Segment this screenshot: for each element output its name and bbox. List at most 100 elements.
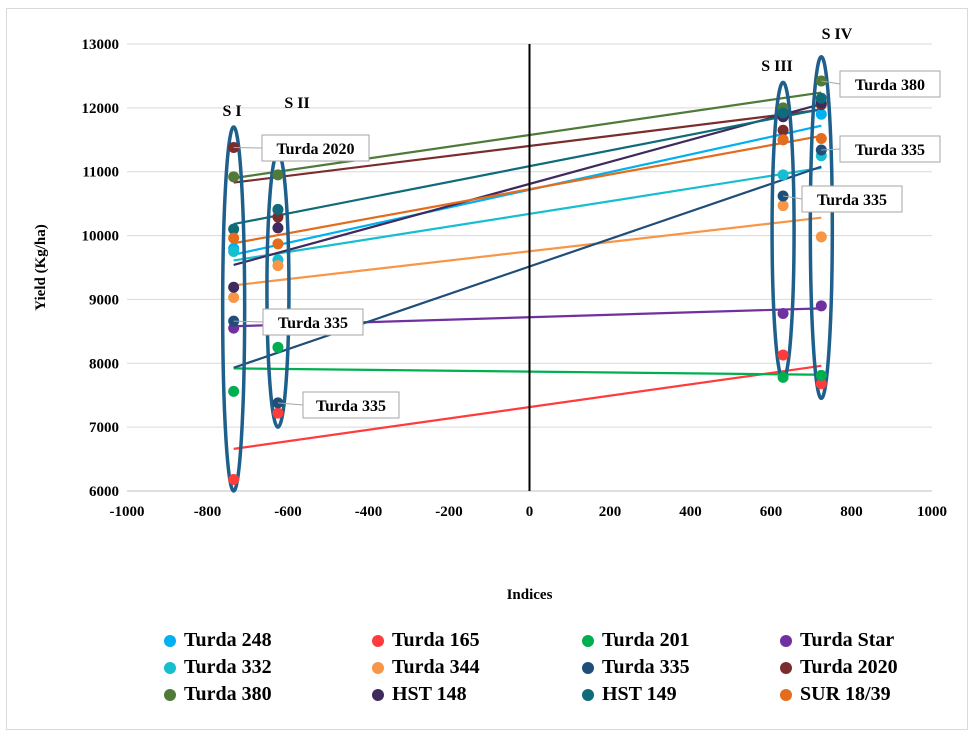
- y-tick-label: 13000: [82, 37, 120, 53]
- legend-marker: [780, 688, 792, 701]
- x-tick-labels: -1000 -800 -600 -400 -200 0 200 400 600 800 1000: [110, 504, 948, 520]
- data-point: [777, 349, 789, 361]
- data-point: [228, 292, 240, 304]
- legend-label: Turda Star: [800, 629, 895, 651]
- legend-marker: [372, 661, 384, 674]
- y-tick-label: 10000: [82, 229, 120, 245]
- data-point: [272, 238, 284, 250]
- data-points: [228, 75, 827, 486]
- x-tick-label: 0: [526, 504, 534, 520]
- data-point: [777, 200, 789, 212]
- callout-box: [839, 70, 941, 98]
- legend-item: Turda 248: [164, 629, 372, 652]
- legend-label: HST 149: [602, 683, 677, 705]
- callout-leader: [277, 402, 304, 406]
- y-tick-label: 11000: [82, 165, 119, 181]
- legend-item: Turda 165: [372, 629, 582, 652]
- y-tick-label: 12000: [82, 101, 120, 117]
- legend-row: Turda 248 Turda 165 Turda 201 Turda Star: [164, 627, 954, 654]
- callout-box: [302, 391, 400, 419]
- data-point: [228, 171, 240, 183]
- y-tick-labels: 6000 7000 8000 9000 10000 11000 12000 13000: [82, 37, 120, 500]
- data-point: [815, 133, 827, 145]
- x-tick-label: 200: [599, 504, 622, 520]
- legend-row: Turda 380 HST 148 HST 149 SUR 18/39: [164, 681, 954, 708]
- x-tick-label: 800: [840, 504, 863, 520]
- legend-item: Turda 380: [164, 683, 372, 706]
- legend-marker: [164, 634, 176, 647]
- data-point: [777, 107, 789, 119]
- x-tick-label: 400: [679, 504, 702, 520]
- callout-box: [839, 135, 941, 163]
- callout-label: Turda 335: [278, 315, 348, 332]
- data-point: [777, 169, 789, 181]
- trend-line: [233, 108, 822, 184]
- trend-lines: [233, 91, 822, 450]
- legend-item: Turda 335: [582, 656, 780, 679]
- environment-ellipse: [808, 55, 835, 401]
- legend-label: Turda 344: [392, 656, 480, 678]
- legend-label: Turda 248: [184, 629, 272, 651]
- x-tick-label: -200: [435, 504, 463, 520]
- callout-label: Turda 335: [855, 142, 925, 159]
- data-point: [815, 378, 827, 390]
- legend-marker: [372, 634, 384, 647]
- data-point: [777, 134, 789, 146]
- legend-label: SUR 18/39: [800, 683, 891, 705]
- y-tick-label: 9000: [89, 292, 119, 308]
- y-tick-label: 8000: [89, 356, 119, 372]
- legend-marker: [780, 661, 792, 674]
- data-point: [272, 407, 284, 419]
- legend: Turda 248 Turda 165 Turda 201 Turda Star Tur…: [164, 627, 954, 708]
- data-point: [272, 211, 284, 223]
- trend-line: [233, 102, 822, 267]
- x-tick-label: -1000: [110, 504, 145, 520]
- legend-marker: [780, 634, 792, 647]
- callout-label: Turda 335: [316, 398, 386, 415]
- legend-item: Turda 344: [372, 656, 582, 679]
- data-point: [228, 474, 240, 486]
- environment-label: S I: [222, 103, 241, 120]
- callout-box: [801, 185, 903, 213]
- legend-label: Turda 335: [602, 656, 690, 678]
- environment-label: S III: [761, 58, 793, 75]
- legend-item: SUR 18/39: [780, 683, 940, 706]
- point-callouts: Turda 2020 Turda 335 Turda 335 Turda 380 Tur…: [233, 70, 941, 419]
- legend-label: Turda 201: [602, 629, 690, 651]
- data-point: [228, 246, 240, 258]
- legend-marker: [582, 661, 594, 674]
- data-point: [272, 341, 284, 353]
- data-point: [228, 232, 240, 244]
- y-tick-label: 7000: [89, 420, 119, 436]
- legend-item: HST 148: [372, 683, 582, 706]
- legend-item: Turda 201: [582, 629, 780, 652]
- data-point: [228, 223, 240, 235]
- trend-line: [233, 165, 822, 369]
- data-point: [815, 108, 827, 120]
- callout-label: Turda 380: [855, 77, 925, 94]
- data-point: [777, 371, 789, 383]
- trend-line: [233, 216, 822, 287]
- chart-frame: 6000 7000 8000 9000 10000 11000 12000 13000 -10…: [6, 8, 968, 730]
- legend-label: Turda 165: [392, 629, 480, 651]
- environment-labels: S I S II S III S IV: [222, 26, 852, 120]
- callout-leader: [821, 148, 841, 151]
- x-axis-label: Indices: [507, 587, 553, 603]
- data-point: [815, 92, 827, 104]
- data-point: [272, 222, 284, 234]
- data-point: [815, 300, 827, 312]
- callout-box: [262, 308, 364, 336]
- callout-label: Turda 2020: [276, 141, 354, 158]
- legend-item: Turda 2020: [780, 656, 940, 679]
- trend-line: [233, 166, 822, 262]
- legend-item: Turda Star: [780, 629, 940, 652]
- x-tick-label: 600: [760, 504, 783, 520]
- data-point: [272, 203, 284, 215]
- data-point: [228, 385, 240, 397]
- callout-leader: [821, 80, 841, 85]
- legend-label: Turda 380: [184, 683, 272, 705]
- legend-marker: [164, 688, 176, 701]
- callout-box: [261, 134, 370, 162]
- data-point: [272, 260, 284, 272]
